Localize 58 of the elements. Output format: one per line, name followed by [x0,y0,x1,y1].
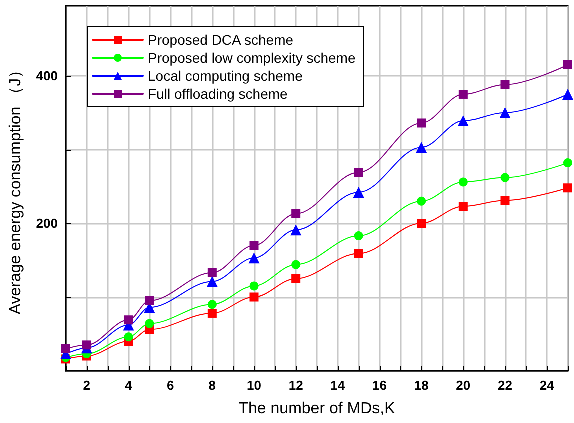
point [124,332,134,342]
legend-label: Local computing scheme [148,68,304,84]
point [208,300,217,310]
point [250,241,259,250]
x-tick-label: 24 [540,378,556,393]
point [250,292,259,302]
x-tick-label: 2 [83,378,91,393]
x-tick-label: 20 [456,378,471,393]
point [500,80,510,90]
y-tick-label: 200 [36,216,58,232]
legend-label: Proposed DCA scheme [148,32,294,48]
point [248,252,260,264]
point [416,142,428,154]
point [208,268,217,278]
x-tick-label: 10 [247,378,262,393]
x-tick-label: 14 [330,378,346,393]
point [354,249,364,258]
legend-label: Proposed low complexity scheme [148,50,356,66]
point [354,232,364,241]
point [458,178,468,187]
point [458,90,468,99]
x-axis-title: The number of MDs,K [238,400,396,418]
point [417,219,426,228]
x-tick-label: 6 [166,378,174,393]
x-tick-label: 16 [372,378,387,393]
legend-label: Full offloading scheme [148,86,288,102]
point [564,60,572,70]
point [417,118,426,128]
x-tick-label: 18 [414,378,429,393]
x-tick-label: 4 [125,378,134,393]
y-axis-title: Average energy consumption （J） [8,62,24,315]
point [292,209,301,218]
point [124,316,134,325]
y-tick-label: 400 [36,68,58,84]
point [292,274,301,284]
point [292,260,301,270]
point [145,319,154,328]
point [417,196,426,206]
point [206,276,218,288]
point [250,282,259,291]
point [458,116,469,127]
x-tick-label: 8 [208,378,216,393]
point [290,224,302,236]
point [500,173,510,182]
point [208,308,217,318]
point [458,202,468,212]
point [353,187,364,198]
point [562,88,574,100]
point [564,184,572,193]
point [82,340,92,350]
x-tick-label: 22 [498,378,512,393]
point [564,158,572,168]
point [500,107,511,118]
point [145,296,154,306]
point [62,344,70,354]
x-tick-label: 12 [288,378,304,393]
point [354,168,364,178]
point [500,196,510,206]
